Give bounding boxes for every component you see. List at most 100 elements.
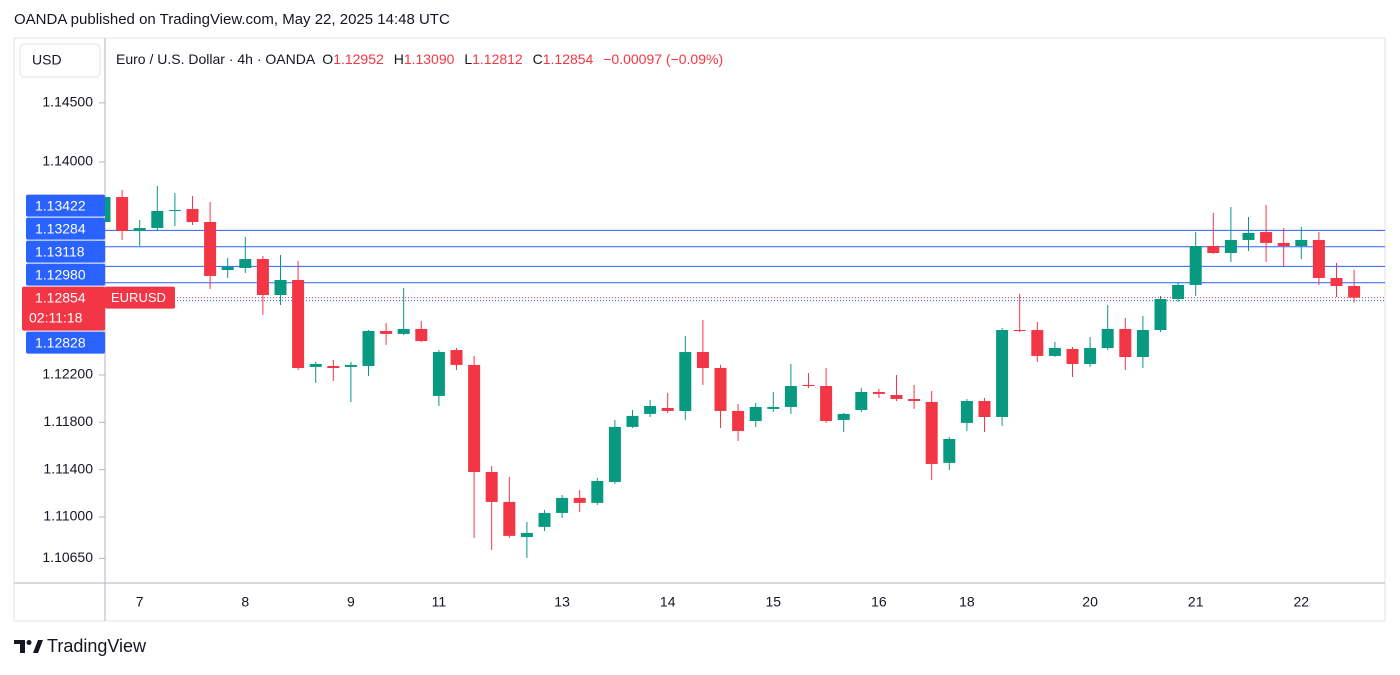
- candle-body: [784, 385, 797, 407]
- candle-body: [1013, 330, 1026, 332]
- candle-body: [133, 228, 146, 231]
- candle-body: [626, 415, 639, 427]
- currency-box[interactable]: [19, 43, 101, 78]
- level-label-box: [26, 240, 105, 263]
- y-tick-label: 1.14500: [42, 94, 93, 110]
- ohlc-label: L: [464, 51, 472, 67]
- x-tick-label: 18: [959, 594, 975, 610]
- ohlc-value: 1.12854: [543, 51, 594, 67]
- candle-body: [679, 352, 692, 411]
- x-tick-label: 15: [766, 594, 782, 610]
- level-label: 1.13118: [35, 243, 85, 259]
- candle-body: [556, 497, 569, 513]
- y-tick-label: 1.11000: [43, 508, 93, 524]
- plot-area: [105, 186, 1385, 558]
- symbol-tag: [105, 286, 175, 309]
- level-label-box: [26, 194, 105, 217]
- candle-body: [749, 406, 762, 422]
- x-tick-label: 13: [554, 594, 570, 610]
- candle-body: [872, 392, 885, 394]
- price-label-box: [22, 286, 105, 331]
- level-label: 1.13422: [35, 197, 86, 213]
- candle-body: [855, 392, 868, 411]
- candle-body: [943, 438, 956, 463]
- y-tick-label: 1.14000: [42, 153, 93, 169]
- candle-body: [1207, 246, 1220, 253]
- symbol: Euro / U.S. Dollar · 4h · OANDA: [116, 51, 316, 67]
- x-tick-label: 16: [871, 594, 887, 610]
- candle-body: [767, 406, 780, 409]
- candle-body: [573, 497, 586, 503]
- publish-title: OANDA published on TradingView.com, May …: [14, 11, 450, 28]
- candle-body: [644, 405, 657, 414]
- currency[interactable]: USD: [32, 52, 62, 68]
- ohlc-value: 1.12812: [472, 51, 523, 67]
- candle-body: [1348, 286, 1361, 298]
- candle-body: [802, 384, 815, 386]
- candle-body: [105, 197, 111, 222]
- candle-body: [996, 330, 1009, 417]
- x-tick-label: 22: [1294, 594, 1310, 610]
- candle-body: [1101, 328, 1114, 349]
- candle-body: [432, 352, 445, 396]
- candle-body: [186, 208, 199, 222]
- x-tick-label: 8: [241, 594, 249, 610]
- candle-body: [908, 399, 921, 402]
- candle-body: [151, 210, 164, 229]
- chart-frame: [13, 37, 1386, 622]
- candle-body: [221, 266, 234, 271]
- candle-body: [168, 210, 181, 212]
- candle-body: [1119, 328, 1132, 358]
- x-tick-label: 20: [1082, 594, 1098, 610]
- candle-body: [468, 364, 481, 473]
- level-label-box: [26, 217, 105, 240]
- y-tick-label: 1.12200: [42, 366, 93, 382]
- candle-body: [116, 197, 129, 231]
- candle-body: [591, 481, 604, 503]
- candle-body: [204, 221, 217, 276]
- candle-body: [732, 410, 745, 431]
- candle-body: [485, 472, 498, 502]
- x-tick-label: 21: [1188, 594, 1204, 610]
- candle-body: [1084, 348, 1097, 364]
- candle-body: [696, 352, 709, 369]
- brand-logo: [14, 640, 43, 653]
- candle-body: [1136, 330, 1149, 358]
- candle-body: [344, 364, 357, 367]
- level-label-box: [26, 263, 105, 286]
- symbol-label: EURUSD: [111, 290, 166, 305]
- ohlc-label: C: [533, 51, 543, 67]
- legend: Euro / U.S. Dollar · 4h · OANDA O1.12952…: [116, 51, 723, 67]
- level-label: 1.13284: [35, 220, 86, 236]
- candle-body: [978, 401, 991, 417]
- candle-body: [1048, 348, 1061, 356]
- ohlc-label: O: [322, 51, 333, 67]
- brand: TradingView: [47, 636, 147, 656]
- candle-body: [1189, 246, 1202, 285]
- candle-body: [415, 328, 428, 342]
- candle-body: [1154, 299, 1167, 331]
- candle-body: [925, 401, 938, 464]
- y-tick-label: 1.11400: [43, 460, 93, 476]
- price-label: 1.12854: [35, 289, 86, 305]
- candle-body: [661, 407, 674, 411]
- candle-body: [1260, 232, 1273, 243]
- candle-body: [820, 385, 833, 422]
- candle-body: [837, 413, 850, 420]
- candle-body: [1330, 277, 1343, 287]
- candle-body: [256, 259, 269, 295]
- candle-body: [1172, 284, 1185, 300]
- candle-body: [960, 401, 973, 423]
- candle-body: [327, 365, 340, 369]
- candle-body: [1312, 239, 1325, 278]
- candle-body: [274, 279, 287, 295]
- candle-body: [292, 279, 305, 369]
- candle-body: [1031, 330, 1044, 356]
- candle-body: [1224, 239, 1237, 253]
- change: −0.00097 (−0.09%): [603, 51, 723, 67]
- candle-body: [890, 394, 903, 400]
- candle-body: [397, 328, 410, 334]
- candle-body: [239, 259, 252, 269]
- candle-body: [1295, 239, 1308, 247]
